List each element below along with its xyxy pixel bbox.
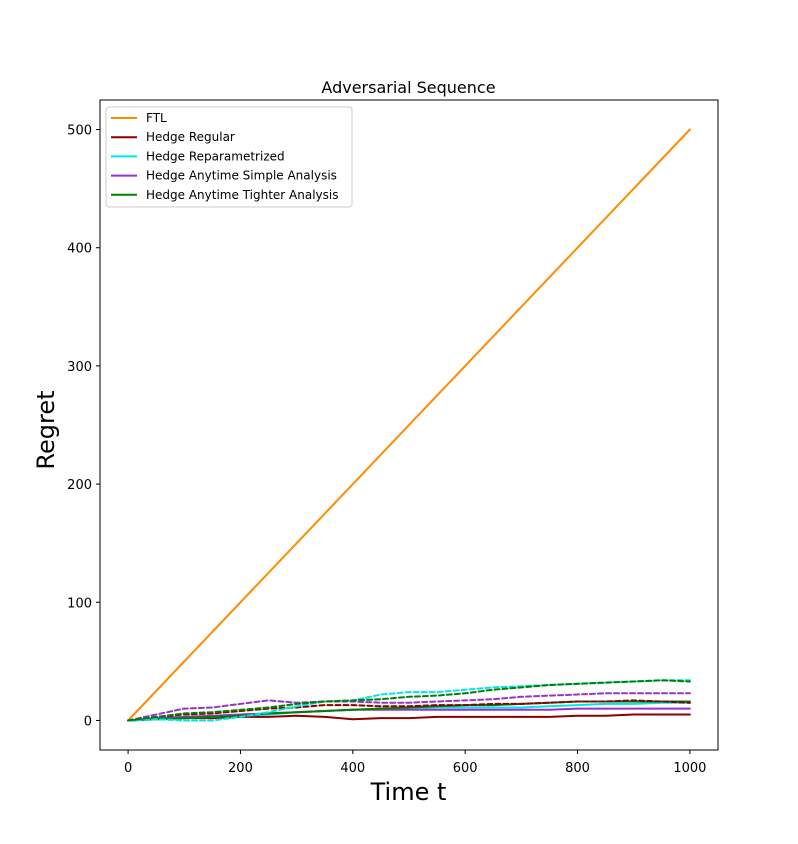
plot-frame xyxy=(99,99,719,751)
series-line-8 xyxy=(127,679,691,722)
series-line-1 xyxy=(127,713,691,722)
y-tick-label: 300 xyxy=(67,360,92,375)
x-tick-label: 600 xyxy=(453,761,478,776)
legend-label: FTL xyxy=(146,111,167,125)
y-axis-label: Regret xyxy=(32,390,60,469)
series-line-6 xyxy=(127,679,691,722)
series-line-3 xyxy=(127,707,691,722)
y-tick-label: 100 xyxy=(67,596,92,611)
series-line-7 xyxy=(127,692,691,722)
x-axis-label: Time t xyxy=(370,778,447,806)
y-tick-label: 0 xyxy=(84,714,92,729)
series-line-5 xyxy=(127,699,691,722)
legend-label: Hedge Reparametrized xyxy=(146,149,285,163)
legend-label: Hedge Regular xyxy=(146,130,235,144)
x-tick-label: 800 xyxy=(565,761,590,776)
legend-label: Hedge Anytime Tighter Analysis xyxy=(146,188,338,202)
legend: FTL Hedge Regular Hedge Reparametrized Hedg… xyxy=(105,106,353,208)
x-tick-label: 400 xyxy=(340,761,365,776)
chart-title: Adversarial Sequence xyxy=(321,78,495,97)
x-tick-label: 200 xyxy=(228,761,253,776)
y-tick-label: 200 xyxy=(67,478,92,493)
x-tick-label: 1000 xyxy=(673,761,706,776)
y-tick-label: 400 xyxy=(67,242,92,257)
legend-label: Hedge Anytime Simple Analysis xyxy=(146,169,337,183)
plot-series xyxy=(127,128,691,722)
axis-ticks: 0 200 400 600 800 1000 0 100 200 300 400 500 xyxy=(67,124,706,776)
legend-box xyxy=(105,106,353,208)
series-line-0 xyxy=(127,128,691,722)
y-tick-label: 500 xyxy=(67,124,92,139)
x-tick-label: 0 xyxy=(124,761,132,776)
